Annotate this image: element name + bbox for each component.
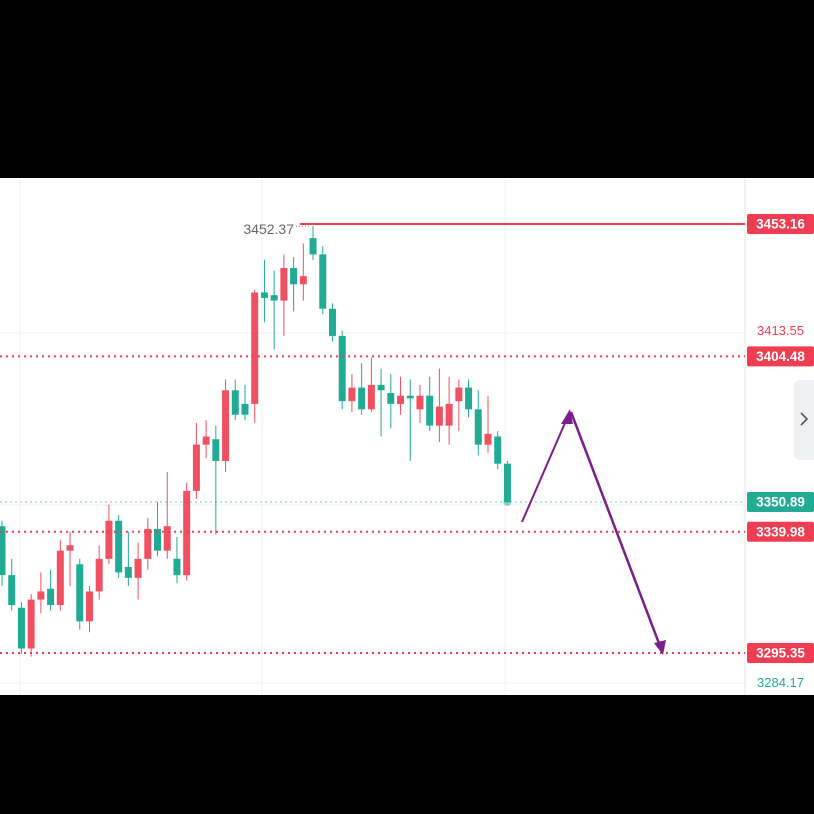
candle-body: [503, 463, 511, 503]
price-tag-label: 3295.35: [756, 646, 805, 661]
candle-body: [474, 409, 482, 445]
side-panel-toggle[interactable]: [794, 380, 814, 460]
candle-body: [192, 444, 200, 491]
candle-body: [367, 384, 375, 410]
candle-body: [76, 564, 84, 622]
candle-body: [66, 545, 74, 551]
candle-body: [455, 387, 463, 402]
candle-body: [8, 575, 16, 606]
candle-body: [163, 526, 171, 551]
candle-body: [426, 395, 434, 426]
candle-body: [299, 276, 307, 285]
forecast-arrows: [521, 409, 666, 655]
price-tag: [747, 214, 814, 235]
candle-body: [270, 295, 278, 301]
candle-body: [202, 436, 210, 445]
candle-body: [115, 520, 123, 573]
price-tag: [747, 492, 814, 513]
high-label: 3452.37: [243, 221, 294, 237]
candle-body: [0, 526, 6, 576]
candle-body: [328, 308, 336, 336]
candle-body: [406, 395, 414, 399]
candle-body: [260, 292, 268, 298]
candle-body: [105, 520, 113, 559]
candle-body: [85, 591, 93, 622]
candle-body: [377, 384, 385, 391]
candle-body: [37, 591, 45, 600]
candle-body: [173, 558, 181, 576]
arrowhead: [654, 640, 666, 655]
candle-body: [17, 607, 25, 649]
candle-body: [348, 387, 356, 402]
candle-body: [280, 267, 288, 301]
candle-body: [416, 395, 424, 410]
price-tag-label: 3404.48: [756, 349, 805, 364]
chevron-icon: [800, 412, 809, 426]
candle-body: [231, 390, 239, 415]
candle-body: [290, 267, 298, 285]
axis-label: 3284.17: [757, 675, 804, 690]
price-tag: [747, 346, 814, 367]
last-price-dot: [503, 498, 512, 507]
candle-body: [241, 403, 249, 415]
candle-body: [95, 558, 103, 592]
price-tag-label: 3339.98: [756, 524, 805, 539]
candle-body: [222, 390, 230, 461]
candle-body: [56, 550, 64, 606]
candle-body: [309, 238, 317, 255]
candle-body: [338, 335, 346, 402]
arrow-up: [521, 415, 569, 523]
candle-body: [387, 393, 395, 404]
candle-body: [465, 387, 473, 410]
candle-body: [251, 292, 259, 404]
candle-body: [358, 387, 366, 410]
price-tag: [747, 643, 814, 664]
candle-body: [27, 599, 35, 649]
arrow-down: [569, 411, 662, 647]
candle-body: [494, 436, 502, 464]
candle-body: [319, 254, 327, 309]
candle-body: [183, 490, 191, 576]
candle-body: [484, 433, 492, 445]
candle-body: [154, 528, 162, 551]
chart-area: [0, 178, 814, 695]
candle-body: [134, 558, 142, 578]
price-tag-label: 3350.89: [756, 495, 805, 510]
price-tag-label: 3453.16: [756, 217, 805, 232]
candle-body: [435, 406, 443, 426]
candle-body: [445, 403, 453, 426]
price-tag: [747, 521, 814, 542]
candle-body: [397, 395, 405, 404]
candle-body: [212, 439, 220, 461]
candle-body: [144, 528, 152, 559]
candle-body: [47, 588, 55, 606]
axis-label: 3413.55: [757, 323, 804, 338]
marks: 3453.16 3404.48 3350.89 3339.98 3295.35 3413.…: [0, 214, 814, 690]
candle-body: [124, 566, 132, 578]
